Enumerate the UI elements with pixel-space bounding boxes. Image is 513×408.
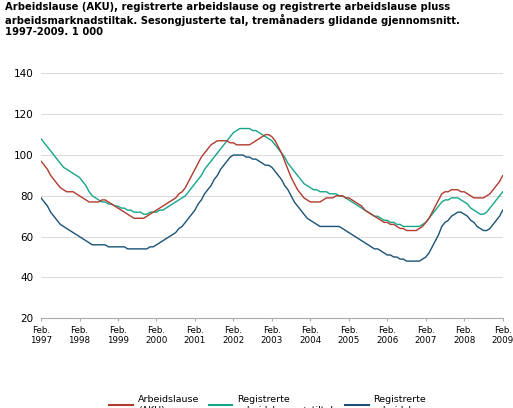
Text: 1997-2009. 1 000: 1997-2009. 1 000	[5, 27, 103, 37]
Legend: Arbeidslause
(AKU), Registrerte
arbeidslause + tiltak, Registrerte
arbeidslause: Arbeidslause (AKU), Registrerte arbeidsl…	[106, 392, 438, 408]
Text: Arbeidslause (AKU), registrerte arbeidslause og registrerte arbeidslause pluss: Arbeidslause (AKU), registrerte arbeidsl…	[5, 2, 450, 12]
Text: arbeidsmarknadstiltak. Sesongjusterte tal, tremånaders glidande gjennomsnitt.: arbeidsmarknadstiltak. Sesongjusterte ta…	[5, 14, 460, 27]
